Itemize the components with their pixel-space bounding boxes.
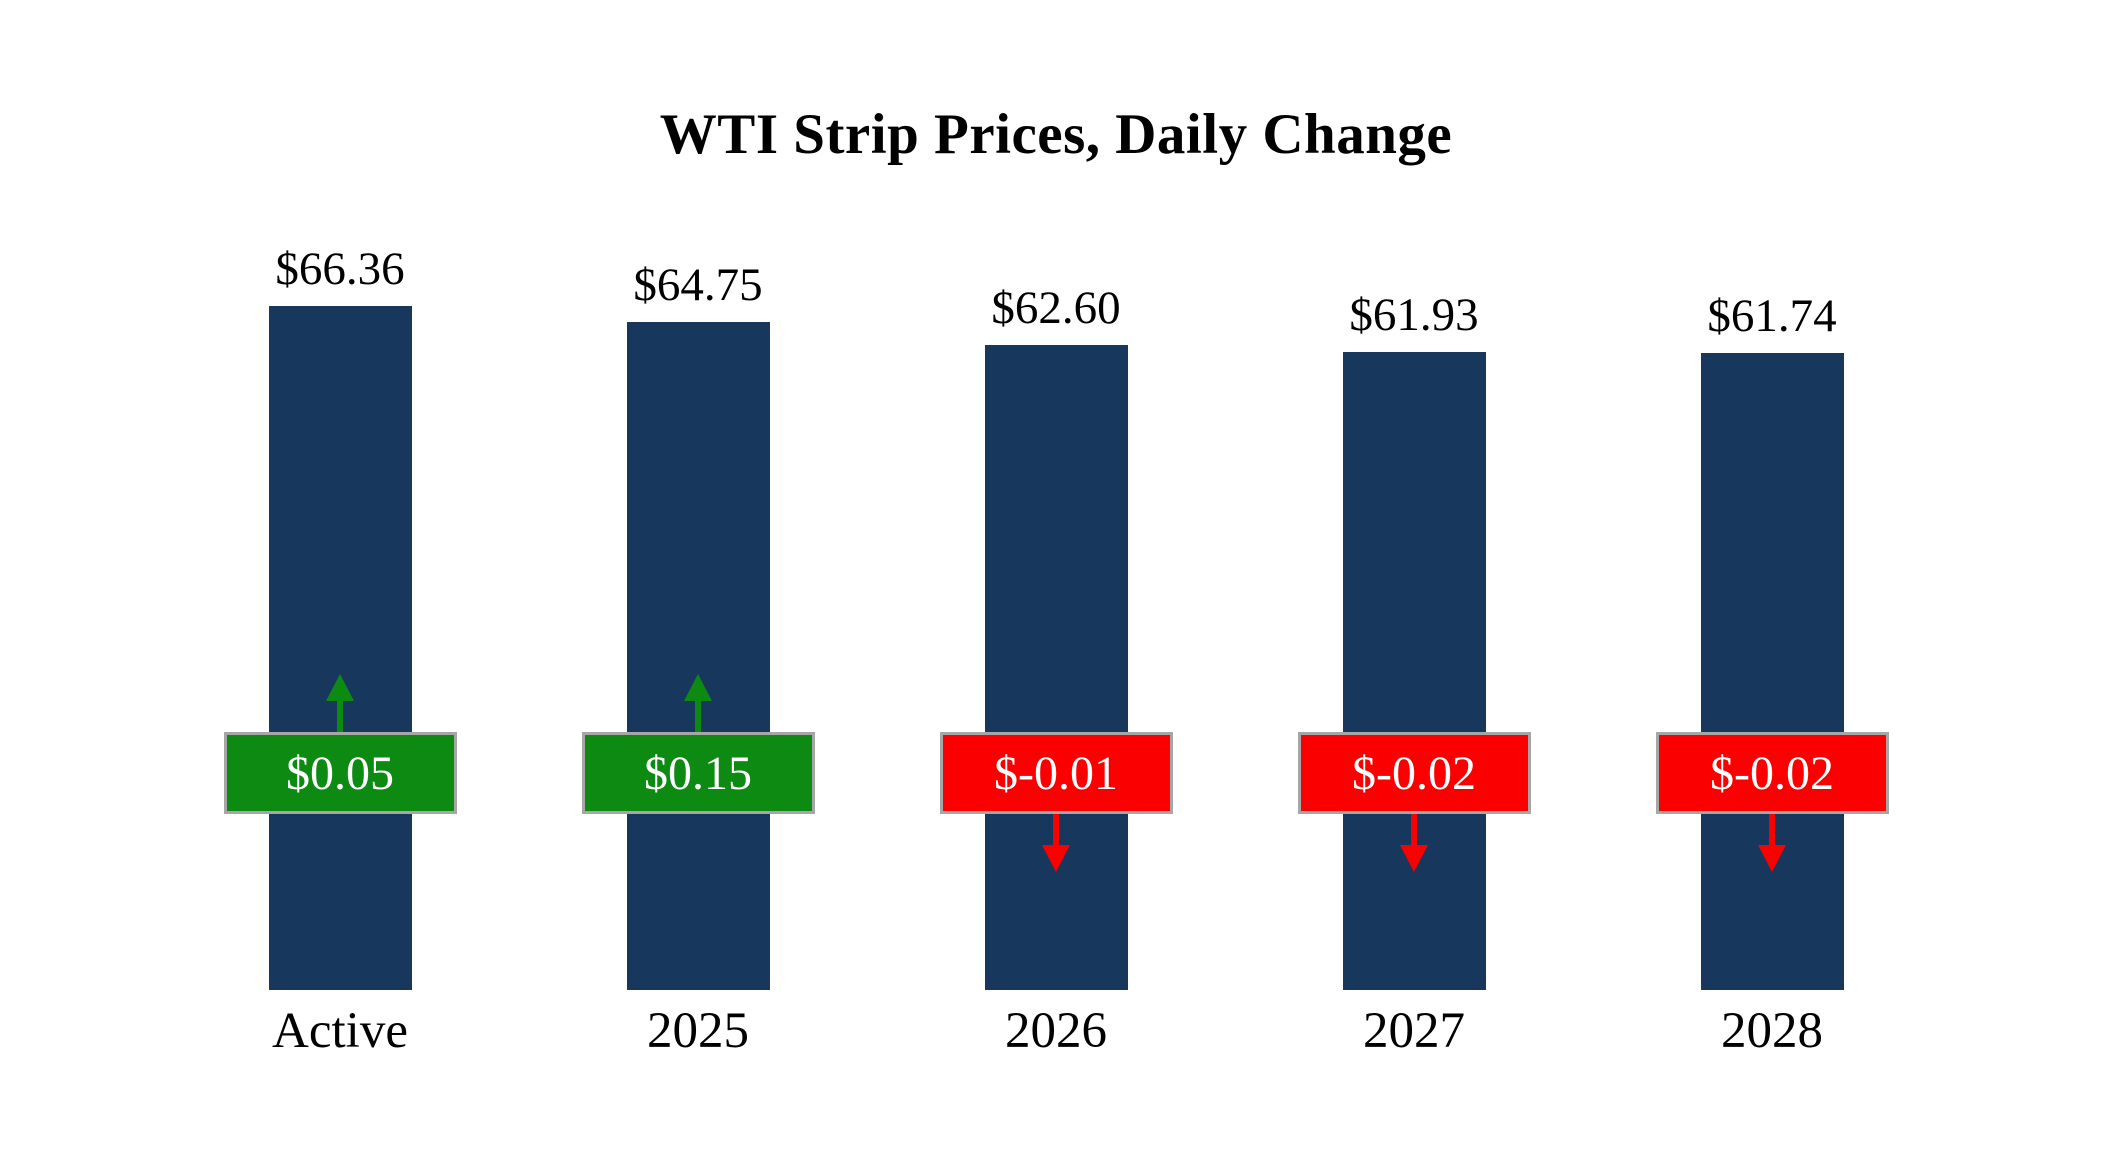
category-label: 2026 bbox=[1005, 1003, 1107, 1059]
chart-title: WTI Strip Prices, Daily Change bbox=[659, 103, 1453, 166]
price-label: $61.93 bbox=[1349, 289, 1479, 341]
price-label: $64.75 bbox=[633, 259, 763, 311]
change-badge: $-0.01 bbox=[939, 732, 1173, 814]
price-bar bbox=[1342, 352, 1486, 990]
change-badge: $0.05 bbox=[223, 732, 457, 814]
category-label: 2025 bbox=[647, 1003, 749, 1059]
price-bar bbox=[626, 322, 770, 990]
change-badge: $0.15 bbox=[581, 732, 815, 814]
price-bar bbox=[1700, 353, 1844, 990]
price-bar bbox=[268, 306, 412, 990]
category-label: 2027 bbox=[1363, 1003, 1465, 1059]
up-arrow-icon bbox=[676, 674, 720, 732]
price-bar bbox=[984, 345, 1128, 990]
category-label: Active bbox=[272, 1003, 408, 1059]
price-label: $61.74 bbox=[1707, 290, 1837, 342]
down-arrow-icon bbox=[1034, 814, 1078, 872]
down-arrow-icon bbox=[1392, 814, 1436, 872]
category-label: 2028 bbox=[1721, 1003, 1823, 1059]
down-arrow-icon bbox=[1750, 814, 1794, 872]
change-badge: $-0.02 bbox=[1297, 732, 1531, 814]
price-label: $66.36 bbox=[275, 243, 405, 295]
price-label: $62.60 bbox=[991, 282, 1121, 334]
change-badge: $-0.02 bbox=[1655, 732, 1889, 814]
up-arrow-icon bbox=[318, 674, 362, 732]
